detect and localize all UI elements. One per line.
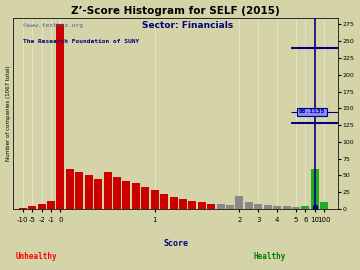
Bar xyxy=(141,187,149,209)
Text: Sector: Financials: Sector: Financials xyxy=(141,21,233,30)
Bar xyxy=(226,205,234,209)
Bar xyxy=(75,172,83,209)
Bar xyxy=(57,24,64,209)
Bar xyxy=(122,181,130,209)
Bar xyxy=(245,202,253,209)
Bar xyxy=(273,205,281,209)
Text: Healthy: Healthy xyxy=(254,252,286,261)
Y-axis label: Number of companies (1067 total): Number of companies (1067 total) xyxy=(5,66,10,161)
Bar xyxy=(151,190,159,209)
Bar xyxy=(207,204,215,209)
X-axis label: Score: Score xyxy=(163,239,188,248)
Bar xyxy=(301,205,310,209)
Bar xyxy=(19,208,27,209)
Bar xyxy=(198,202,206,209)
Bar xyxy=(311,169,319,209)
Bar xyxy=(264,205,272,209)
Text: ©www.textbiz.org: ©www.textbiz.org xyxy=(23,23,83,28)
Bar xyxy=(170,197,177,209)
Text: The Research Foundation of SUNY: The Research Foundation of SUNY xyxy=(23,39,139,44)
Bar xyxy=(94,179,102,209)
Bar xyxy=(188,201,196,209)
Bar xyxy=(37,204,46,209)
Bar xyxy=(217,204,225,209)
Title: Z’-Score Histogram for SELF (2015): Z’-Score Histogram for SELF (2015) xyxy=(72,6,280,16)
Bar xyxy=(160,194,168,209)
Bar xyxy=(179,199,187,209)
Bar xyxy=(104,172,112,209)
Bar xyxy=(235,195,243,209)
Bar xyxy=(254,204,262,209)
Bar xyxy=(320,202,328,209)
Bar xyxy=(132,183,140,209)
Bar xyxy=(113,177,121,209)
Bar xyxy=(85,176,93,209)
Text: 88.1135: 88.1135 xyxy=(299,109,325,114)
Text: Unhealthy: Unhealthy xyxy=(15,252,57,261)
Bar xyxy=(292,207,300,209)
Bar xyxy=(28,205,36,209)
Bar xyxy=(66,169,74,209)
Bar xyxy=(283,206,291,209)
Bar xyxy=(47,201,55,209)
